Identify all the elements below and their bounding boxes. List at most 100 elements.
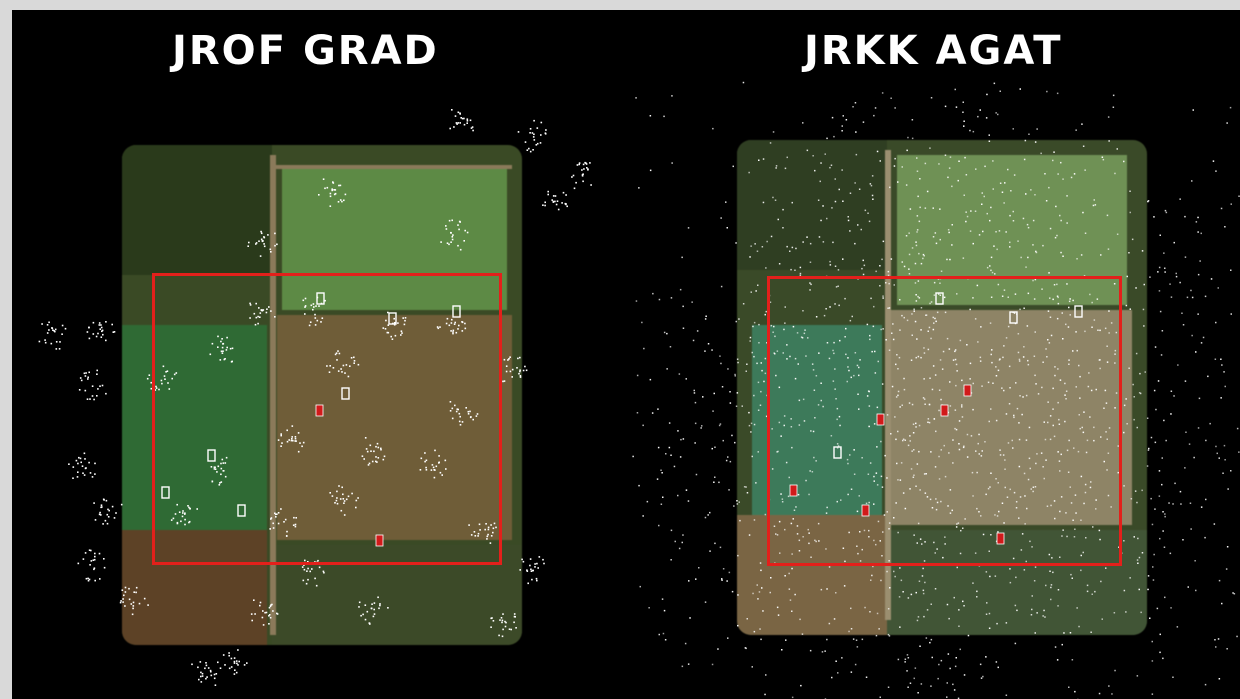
feature-point	[1005, 231, 1007, 233]
feature-point	[646, 500, 649, 503]
feature-point	[902, 439, 904, 442]
feature-point	[205, 662, 207, 664]
feature-point	[201, 675, 204, 677]
feature-point	[809, 470, 811, 472]
feature-point	[786, 358, 788, 360]
feature-point	[824, 650, 826, 652]
feature-point	[993, 82, 996, 85]
feature-point	[829, 264, 832, 266]
feature-point	[1052, 298, 1054, 301]
feature-point	[861, 457, 863, 459]
feature-point	[441, 474, 443, 476]
feature-point	[1126, 275, 1128, 278]
feature-point	[1170, 607, 1172, 609]
feature-point	[280, 508, 282, 510]
feature-point	[314, 313, 316, 316]
feature-point	[1081, 123, 1083, 125]
feature-point	[832, 349, 834, 352]
feature-point	[931, 656, 933, 659]
feature-point	[1099, 359, 1101, 361]
feature-point	[996, 248, 998, 251]
feature-point	[459, 112, 461, 114]
feature-point	[103, 499, 105, 501]
feature-point	[457, 122, 459, 124]
feature-point	[1023, 307, 1025, 309]
feature-point	[1073, 447, 1075, 449]
feature-point	[286, 440, 289, 443]
feature-point	[995, 419, 998, 422]
feature-point	[959, 648, 961, 651]
feature-point	[822, 241, 825, 243]
feature-point	[991, 361, 993, 364]
feature-point	[367, 464, 370, 466]
feature-point	[731, 590, 734, 593]
feature-point	[916, 157, 918, 159]
feature-point	[237, 664, 239, 666]
feature-point	[450, 330, 452, 332]
feature-point	[895, 502, 897, 504]
feature-point	[954, 349, 957, 351]
feature-point	[912, 432, 915, 434]
feature-point	[873, 423, 876, 425]
feature-point	[981, 192, 983, 194]
feature-point	[962, 600, 964, 603]
feature-point	[750, 245, 752, 247]
feature-point	[970, 392, 973, 394]
feature-point	[736, 358, 739, 360]
feature-point	[828, 357, 831, 360]
feature-point	[920, 356, 922, 359]
feature-point	[861, 267, 863, 270]
feature-point	[554, 200, 556, 203]
feature-point	[1067, 326, 1070, 328]
feature-point	[504, 625, 507, 628]
feature-point	[836, 407, 839, 410]
feature-point	[958, 420, 961, 422]
feature-point	[280, 445, 282, 447]
feature-point	[235, 660, 238, 662]
feature-point	[261, 239, 264, 242]
feature-point	[456, 123, 458, 125]
feature-point	[679, 456, 682, 458]
feature-point	[235, 671, 238, 674]
feature-point	[536, 127, 539, 129]
feature-point	[95, 335, 98, 338]
feature-point	[449, 410, 452, 412]
feature-point	[966, 344, 968, 346]
feature-point	[852, 106, 854, 108]
feature-point	[532, 149, 534, 151]
feature-point	[792, 518, 794, 520]
feature-point	[991, 349, 993, 351]
feature-point	[99, 578, 101, 580]
feature-point	[1189, 502, 1192, 504]
feature-point	[1044, 173, 1046, 175]
feature-point	[349, 365, 351, 367]
feature-point	[295, 440, 297, 442]
feature-point	[869, 183, 872, 185]
feature-point	[1026, 507, 1028, 510]
feature-point	[848, 630, 850, 633]
feature-point	[771, 468, 774, 470]
feature-point	[257, 322, 259, 325]
feature-point	[764, 357, 767, 360]
feature-point	[220, 467, 223, 470]
feature-point	[211, 342, 214, 345]
feature-point	[815, 540, 817, 543]
feature-point	[939, 238, 941, 241]
feature-point	[663, 609, 666, 612]
feature-point	[76, 476, 79, 478]
feature-point	[929, 147, 931, 149]
feature-point	[97, 332, 99, 335]
feature-point	[209, 669, 212, 672]
feature-point	[448, 243, 450, 246]
feature-point	[778, 520, 781, 523]
feature-point	[1108, 332, 1110, 334]
feature-point	[487, 533, 489, 536]
feature-point	[985, 656, 987, 658]
feature-point	[502, 380, 504, 383]
feature-point	[837, 269, 840, 271]
feature-point	[806, 236, 808, 238]
feature-point	[1059, 470, 1061, 472]
feature-point	[1195, 589, 1197, 592]
feature-point	[1034, 141, 1037, 143]
feature-point	[1013, 174, 1016, 176]
